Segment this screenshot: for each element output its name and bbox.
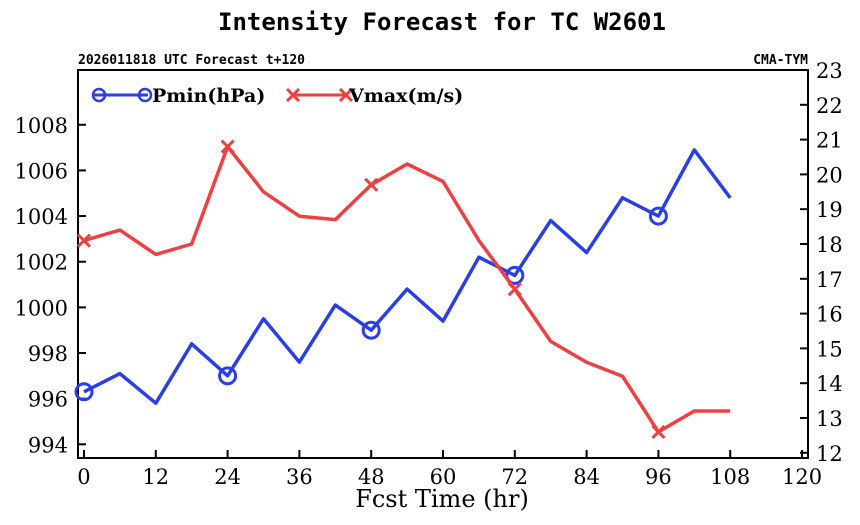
vmax-marker-cross: [651, 424, 666, 439]
x-tick-label: 12: [142, 465, 169, 489]
y-axis-left: 994 996 998 1000 1002 1004 1006 1008: [15, 114, 86, 457]
y-axis-right: 12 13 14 15 16 17 18 19 20 21 22 23: [800, 59, 843, 466]
y-right-tick-label: 15: [816, 337, 843, 361]
pmin-marker-circle: [218, 366, 238, 386]
y-left-tick-label: 996: [28, 388, 68, 412]
vmax-marker-cross: [507, 282, 522, 297]
y-left-tick-label: 998: [28, 342, 68, 366]
x-tick-label: 120: [782, 465, 822, 489]
x-tick-label: 72: [501, 465, 528, 489]
x-tick-label: 96: [645, 465, 672, 489]
legend: Pmin(hPa) Vmax(m/s): [91, 85, 463, 107]
x-tick-label: 108: [710, 465, 750, 489]
y-right-tick-label: 13: [816, 407, 843, 431]
series-layer: [74, 139, 732, 439]
y-right-tick-label: 20: [816, 163, 843, 187]
y-right-tick-label: 22: [816, 94, 843, 118]
plot-frame: [77, 69, 809, 459]
x-tick-label: 36: [286, 465, 313, 489]
chart-subtitle-right: CMA-TYM: [753, 53, 808, 68]
pmin-marker-circle: [361, 320, 381, 340]
x-axis: 0 12 24 36 48 60 72 84 96 108 120: [77, 450, 822, 489]
y-right-tick-label: 12: [816, 442, 843, 466]
pmin-series-line: [83, 148, 732, 405]
pmin-marker-circle: [74, 382, 94, 402]
chart-subtitle-left: 2026011818 UTC Forecast t+120: [78, 53, 305, 68]
y-left-tick-label: 1002: [15, 251, 68, 275]
y-right-tick-label: 19: [816, 198, 843, 222]
y-right-tick-label: 17: [816, 268, 843, 292]
y-left-tick-label: 1008: [15, 114, 68, 138]
y-left-tick-label: 1004: [15, 205, 68, 229]
y-right-tick-label: 23: [816, 59, 843, 83]
legend-pmin-circle-icon: [91, 87, 107, 103]
legend-vmax-cross-icon: [338, 87, 354, 103]
vmax-series-line: [83, 144, 731, 434]
x-tick-label: 24: [214, 465, 241, 489]
x-tick-label: 48: [358, 465, 385, 489]
legend-pmin-circle-icon: [137, 87, 153, 103]
y-right-tick-label: 14: [816, 372, 843, 396]
pmin-marker-circle: [648, 206, 668, 226]
vmax-marker-cross: [364, 177, 379, 192]
legend-vmax-label: Vmax(m/s): [348, 85, 463, 107]
y-left-tick-label: 1000: [15, 296, 68, 320]
x-tick-label: 0: [77, 465, 90, 489]
legend-pmin-label: Pmin(hPa): [152, 85, 265, 107]
y-left-tick-label: 994: [28, 433, 68, 457]
x-tick-label: 84: [573, 465, 600, 489]
legend-vmax-cross-icon: [285, 87, 301, 103]
vmax-marker-cross: [220, 139, 235, 154]
chart-title: Intensity Forecast for TC W2601: [218, 8, 666, 36]
x-axis-label: Fcst Time (hr): [355, 485, 529, 513]
y-right-tick-label: 21: [816, 129, 843, 153]
vmax-marker-cross: [76, 233, 92, 248]
x-tick-label: 60: [430, 465, 457, 489]
y-left-tick-label: 1006: [15, 159, 68, 183]
y-right-tick-label: 18: [816, 233, 843, 257]
y-right-tick-label: 16: [816, 303, 843, 327]
